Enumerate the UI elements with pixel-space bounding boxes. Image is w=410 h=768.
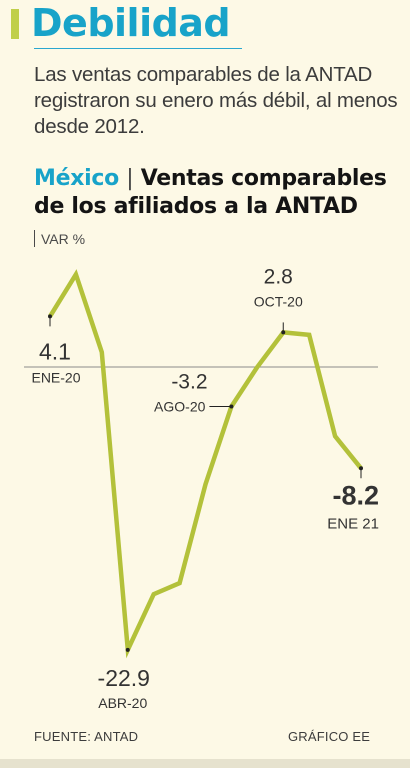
deck-text: Las ventas comparables de la ANTAD regis…	[34, 63, 398, 138]
label-oct20: OCT-20	[254, 293, 303, 309]
label-ene20: ENE-20	[31, 369, 80, 385]
chart-title: México | Ventas comparables de los afili…	[34, 165, 404, 221]
value-abr20: -22.9	[98, 665, 150, 691]
y-axis-unit: VAR %	[34, 230, 85, 247]
source-note: FUENTE: ANTAD	[34, 729, 139, 744]
accent-bar	[11, 9, 19, 39]
value-ago20: -3.2	[171, 371, 207, 394]
unit-label: VAR %	[41, 231, 86, 247]
title-separator: |	[126, 166, 134, 191]
label-ene21: ENE 21	[327, 515, 379, 532]
label-ago20: AGO-20	[154, 399, 206, 415]
value-ene21: -8.2	[332, 480, 379, 510]
chart-country: México	[34, 166, 119, 191]
credit-note: GRÁFICO EE	[288, 729, 371, 744]
chart-title-text: Ventas comparables de los afiliados a la…	[34, 166, 387, 219]
value-ene20: 4.1	[39, 338, 71, 364]
value-oct20: 2.8	[264, 265, 293, 288]
page-title: Debilidad	[31, 1, 231, 45]
label-abr20: ABR-20	[98, 695, 147, 711]
bottom-rule	[0, 759, 410, 768]
title-underline	[34, 48, 242, 49]
series-line	[48, 269, 363, 659]
marker-abr20	[125, 647, 130, 652]
